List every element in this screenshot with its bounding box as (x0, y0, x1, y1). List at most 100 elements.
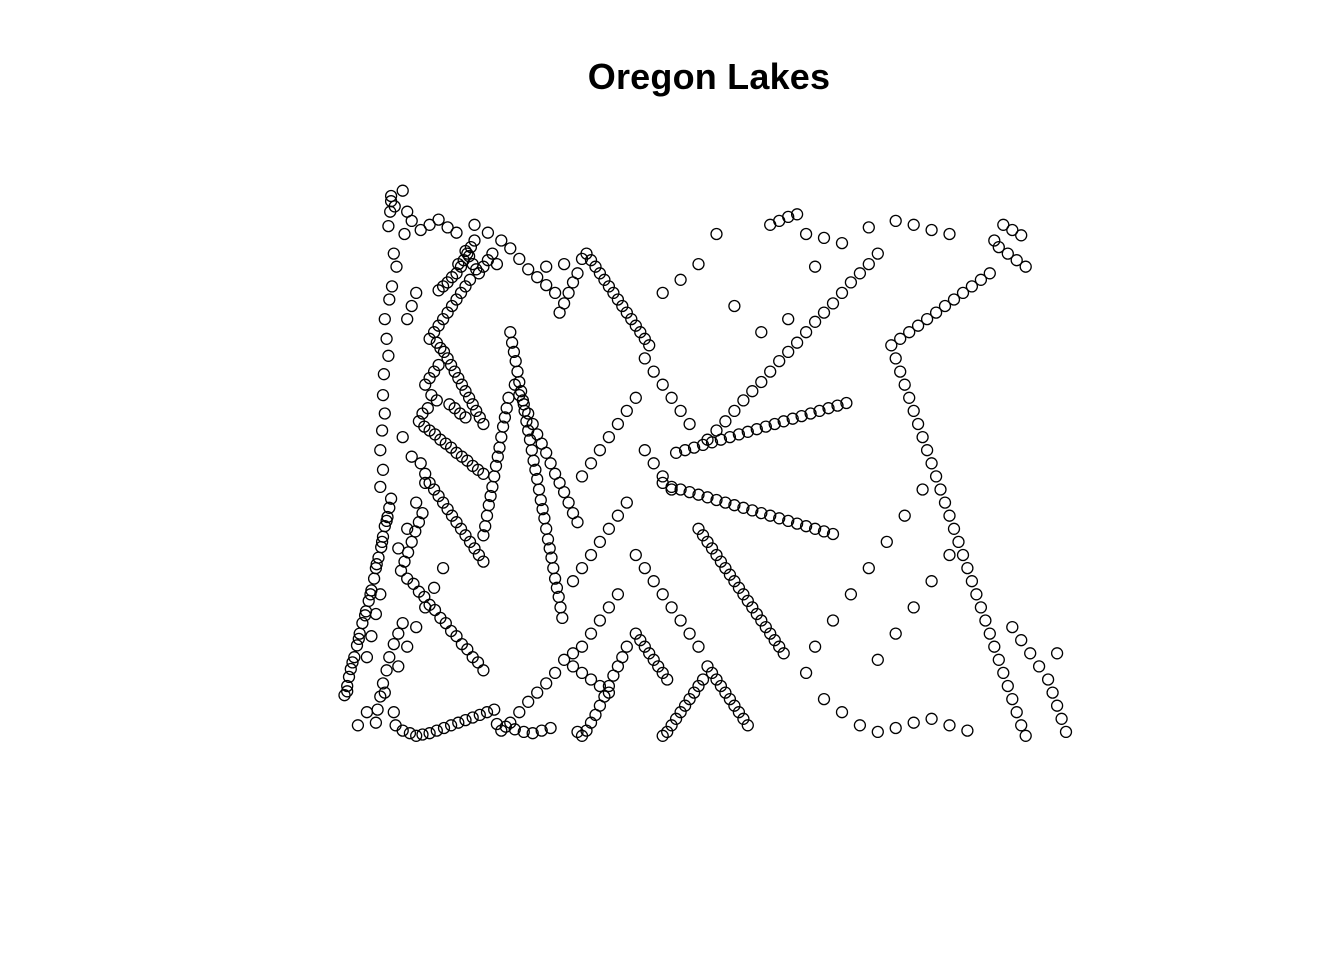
lake-point (656, 470, 669, 483)
lake-point (598, 273, 611, 286)
lake-point (616, 299, 629, 313)
lake-point (432, 358, 445, 372)
lake-point (1015, 634, 1028, 647)
lake-point (410, 620, 423, 634)
lake-point (714, 555, 728, 568)
lake-point (943, 548, 956, 562)
lake-point (517, 725, 530, 739)
lake-point (376, 463, 390, 476)
lake-point (387, 706, 400, 719)
lake-point (652, 660, 665, 673)
lake-point (441, 502, 454, 516)
lake-point (602, 601, 616, 614)
lake-point (419, 476, 432, 490)
lake-point (387, 637, 400, 651)
lake-point (974, 273, 988, 286)
lake-point (947, 293, 961, 306)
lake-point (746, 385, 759, 398)
lake-point (472, 548, 486, 562)
lake-point (795, 409, 808, 423)
lake-point (889, 352, 902, 365)
lake-point (462, 391, 476, 404)
lake-point (737, 501, 750, 514)
lake-point (732, 428, 746, 441)
lake-point (911, 417, 925, 431)
lake-point (728, 499, 741, 512)
lake-point (388, 200, 401, 213)
lake-point (441, 221, 454, 234)
lake-point (341, 679, 354, 693)
lake-point (638, 332, 651, 345)
lake-point (459, 411, 472, 424)
lake-point (461, 247, 474, 260)
lake-point (508, 378, 521, 391)
lake-point (584, 548, 598, 562)
lake-point (656, 666, 669, 680)
lake-point (638, 561, 651, 575)
lake-point (452, 257, 465, 271)
lake-point (372, 551, 385, 564)
lake-point (532, 483, 546, 496)
lake-point (741, 719, 754, 732)
lake-point (992, 240, 1005, 254)
lake-point (692, 488, 705, 501)
lake-point (504, 242, 517, 255)
lake-point (396, 430, 409, 444)
lake-point (341, 685, 354, 698)
lake-point (423, 371, 436, 385)
lake-point (382, 349, 395, 362)
lake-point (507, 345, 521, 359)
lake-point (544, 721, 557, 735)
lake-point (557, 653, 571, 666)
lake-point (452, 716, 465, 729)
lake-point (741, 425, 754, 438)
lake-point (871, 247, 884, 260)
lake-point (728, 575, 741, 588)
lake-point (454, 260, 468, 273)
lake-point (490, 257, 504, 271)
lake-point (441, 276, 454, 289)
lake-point (799, 227, 813, 241)
lake-point (634, 326, 647, 339)
lake-point (647, 365, 660, 378)
lake-point (486, 480, 499, 494)
lake-point (607, 286, 620, 300)
lake-point (529, 463, 542, 476)
lake-point (477, 417, 490, 431)
lake-point (674, 614, 687, 627)
lake-point (710, 673, 723, 686)
lake-point (346, 656, 359, 669)
lake-point (934, 483, 947, 496)
lake-point (638, 640, 651, 653)
lake-point (916, 430, 929, 444)
lake-point (759, 420, 772, 433)
lake-point (889, 721, 902, 735)
lake-point (920, 444, 934, 457)
lake-point (782, 345, 795, 359)
lake-point (367, 572, 381, 585)
lake-point (477, 529, 490, 542)
lake-point (822, 402, 835, 415)
lake-point (710, 548, 723, 562)
lake-point (629, 548, 642, 562)
lake-point (466, 711, 479, 724)
lake-point (1050, 699, 1064, 712)
lake-point (378, 312, 391, 326)
lake-point (450, 267, 463, 280)
lake-point (701, 535, 714, 549)
lake-point (741, 594, 754, 608)
lake-point (710, 493, 723, 507)
lake-point (737, 588, 750, 601)
lake-point (701, 660, 714, 673)
lake-point (889, 627, 902, 640)
lake-point (804, 407, 817, 420)
lake-point (710, 424, 723, 437)
lake-point (472, 267, 486, 280)
lake-point (593, 535, 607, 549)
lake-point (548, 286, 562, 300)
lake-point (522, 407, 535, 420)
lake-point (732, 706, 746, 719)
lake-point (554, 601, 567, 614)
lake-point (656, 588, 669, 601)
lake-point (398, 227, 411, 241)
